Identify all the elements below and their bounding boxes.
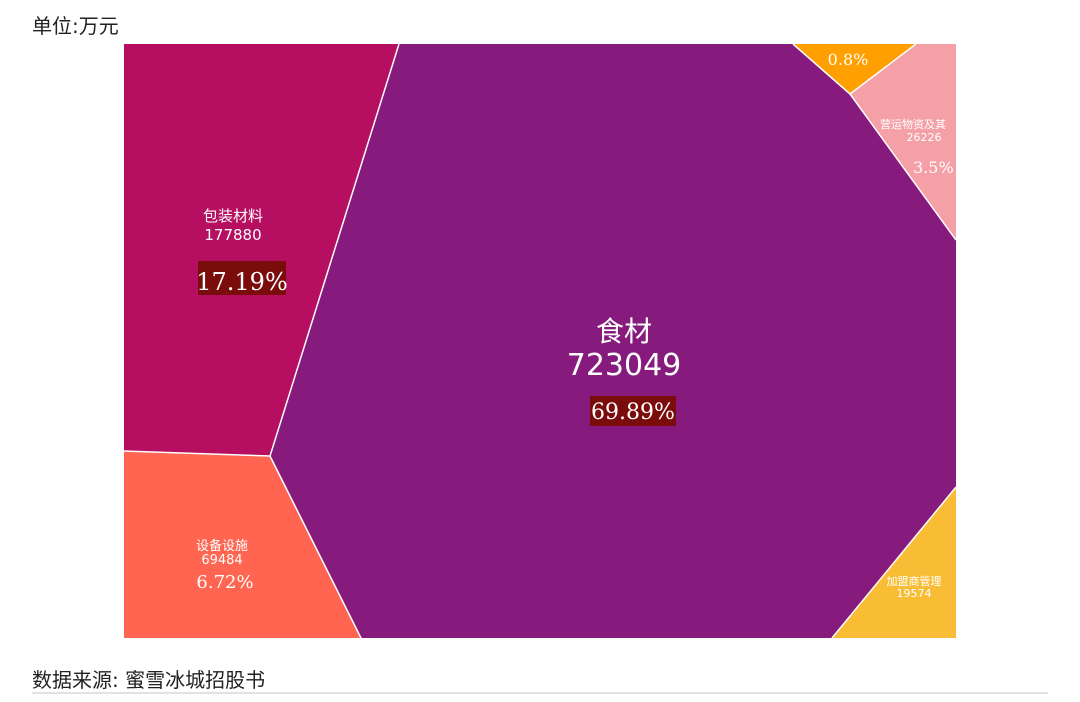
- label-food-value: 723049: [567, 348, 682, 383]
- label-equipment-name: 设备设施: [196, 538, 248, 554]
- cell-borders: [124, 44, 956, 638]
- label-food-name: 食材: [596, 315, 652, 348]
- label-food-percent: 69.89%: [591, 400, 675, 425]
- unit-label: 单位:万元: [32, 14, 119, 38]
- cell-other[interactable]: [793, 44, 916, 94]
- label-ops-value: 26226: [907, 131, 942, 144]
- label-equipment-value: 69484: [201, 553, 242, 568]
- voronoi-treemap-chart: 食材 723049 69.89% 包装材料 177880 17.19% 设备设施…: [124, 44, 956, 638]
- label-franchise-value: 19574: [897, 587, 932, 600]
- label-packaging-percent: 17.19%: [196, 268, 288, 296]
- cell-food[interactable]: [270, 44, 956, 638]
- cell-equipment[interactable]: [124, 451, 361, 638]
- data-source-note: 数据来源: 蜜雪冰城招股书: [32, 668, 266, 692]
- label-packaging-value: 177880: [204, 226, 261, 244]
- label-franchise-name: 加盟商管理: [887, 574, 942, 588]
- cell-packaging[interactable]: [124, 44, 399, 456]
- label-ops-name: 营运物资及其: [880, 117, 946, 131]
- cell-ops[interactable]: [850, 44, 956, 240]
- label-other-percent: 0.8%: [828, 50, 869, 69]
- pct-highlight-food: [590, 396, 676, 426]
- divider: [32, 692, 1048, 694]
- label-packaging-name: 包装材料: [203, 207, 263, 225]
- label-ops-percent: 3.5%: [913, 158, 954, 177]
- label-equipment-percent: 6.72%: [196, 572, 253, 593]
- pct-highlight-packaging: [198, 261, 286, 295]
